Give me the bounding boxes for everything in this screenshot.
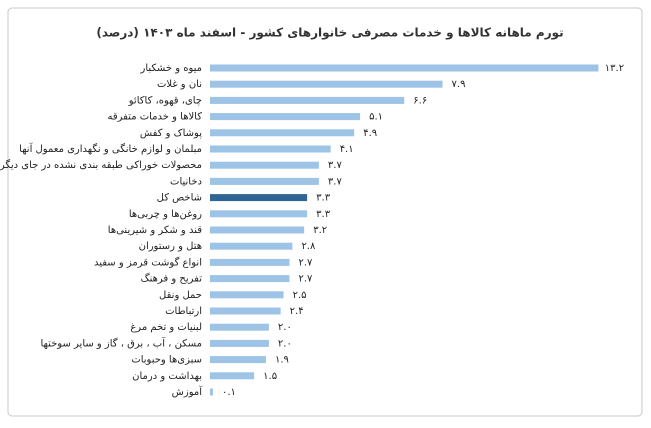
value-label: ۴.۱ [340, 144, 354, 155]
value-label: ۲.۰ [278, 322, 292, 333]
value-label: ۷.۹ [452, 79, 466, 90]
value-label: ۶.۶ [413, 95, 427, 106]
category-label: انواع گوشت قرمز و سفید [94, 256, 202, 268]
bar [210, 145, 331, 153]
value-label: ۲.۸ [301, 241, 316, 252]
bar [210, 372, 255, 380]
value-label: ۱۳.۲ [605, 63, 624, 74]
category-label: حمل ونقل [159, 290, 202, 301]
bar [210, 275, 290, 283]
bar [210, 307, 281, 315]
value-label: ۱.۵ [263, 371, 277, 382]
bar [210, 161, 319, 169]
value-label: ۳.۳ [316, 193, 331, 204]
value-label: ۴.۹ [363, 128, 377, 139]
value-label: ۳.۳ [316, 209, 331, 220]
value-label: ۳.۷ [328, 176, 343, 187]
category-label: تفریح و فرهنگ [141, 273, 203, 285]
category-label: لبنیات و تخم مرغ [130, 322, 202, 333]
bar [210, 113, 361, 121]
category-label: بهداشت و درمان [132, 371, 202, 382]
bar [210, 210, 308, 218]
bar [210, 177, 319, 185]
bar [210, 356, 266, 364]
value-label: ۱.۹ [275, 355, 289, 366]
value-label: ۰.۱ [222, 387, 236, 398]
category-label: هتل و رستوران [139, 241, 202, 252]
bar [210, 291, 284, 299]
chart-frame [7, 7, 643, 417]
value-label: ۳.۷ [328, 160, 343, 171]
bar [210, 129, 355, 137]
category-label: مسکن ، آب ، برق ، گاز و سایر سوختها [40, 336, 202, 349]
category-label: ارتباطات [165, 306, 202, 317]
category-label: قند و شکر و شیرینی‌ها [108, 225, 202, 236]
category-label: آموزش [172, 385, 204, 398]
value-label: ۲.۷ [298, 274, 313, 285]
bar [210, 96, 405, 104]
category-label: نان و غلات [157, 79, 202, 90]
category-label: شاخص کل [157, 193, 202, 204]
category-label: میوه و خشکبار [140, 63, 202, 74]
category-label: چای، قهوه، کاکائو [128, 95, 202, 106]
bar [210, 242, 293, 250]
bar [210, 194, 308, 202]
bar [210, 226, 305, 234]
value-label: ۲.۴ [290, 306, 304, 317]
category-label: کالاها و خدمات متفرقه [107, 112, 202, 123]
value-label: ۳.۲ [313, 225, 327, 236]
category-label: محصولات خوراکی طبقه بندی نشده در جای دیگ… [0, 159, 202, 171]
bar [210, 258, 290, 266]
category-label: سبزی‌ها وحبوبات [131, 355, 202, 366]
category-label: دخانیات [170, 176, 202, 187]
category-label: پوشاک و کفش [140, 128, 202, 139]
bar [210, 339, 269, 347]
chart-title: تورم ماهانه کالاها و خدمات مصرفی خانواره… [96, 26, 563, 41]
bar [210, 80, 443, 88]
value-label: ۲.۰ [278, 338, 292, 349]
bar [210, 323, 269, 331]
bar [210, 64, 599, 72]
value-label: ۲.۷ [298, 257, 313, 268]
value-label: ۲.۵ [293, 290, 307, 301]
category-label: مبلمان و لوازم خانگی و نگهداری معمول آنه… [19, 142, 202, 155]
category-label: روغن‌ها و چربی‌ها [129, 209, 202, 220]
value-label: ۵.۱ [369, 112, 383, 123]
bar [210, 388, 213, 396]
